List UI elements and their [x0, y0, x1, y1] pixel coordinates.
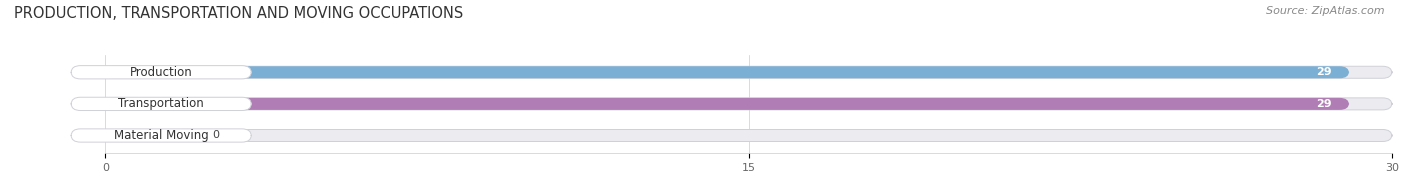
- FancyBboxPatch shape: [72, 66, 252, 79]
- Text: 0: 0: [212, 131, 219, 141]
- Text: 29: 29: [1316, 67, 1331, 77]
- Text: Material Moving: Material Moving: [114, 129, 208, 142]
- FancyBboxPatch shape: [105, 98, 1392, 110]
- FancyBboxPatch shape: [105, 98, 1350, 110]
- FancyBboxPatch shape: [105, 66, 1392, 78]
- Text: Source: ZipAtlas.com: Source: ZipAtlas.com: [1267, 6, 1385, 16]
- FancyBboxPatch shape: [72, 129, 252, 142]
- Text: 29: 29: [1316, 99, 1331, 109]
- FancyBboxPatch shape: [105, 130, 200, 142]
- Text: Transportation: Transportation: [118, 97, 204, 110]
- FancyBboxPatch shape: [105, 66, 1350, 78]
- FancyBboxPatch shape: [72, 97, 252, 111]
- Text: Production: Production: [129, 66, 193, 79]
- Text: PRODUCTION, TRANSPORTATION AND MOVING OCCUPATIONS: PRODUCTION, TRANSPORTATION AND MOVING OC…: [14, 6, 464, 21]
- FancyBboxPatch shape: [105, 130, 1392, 142]
